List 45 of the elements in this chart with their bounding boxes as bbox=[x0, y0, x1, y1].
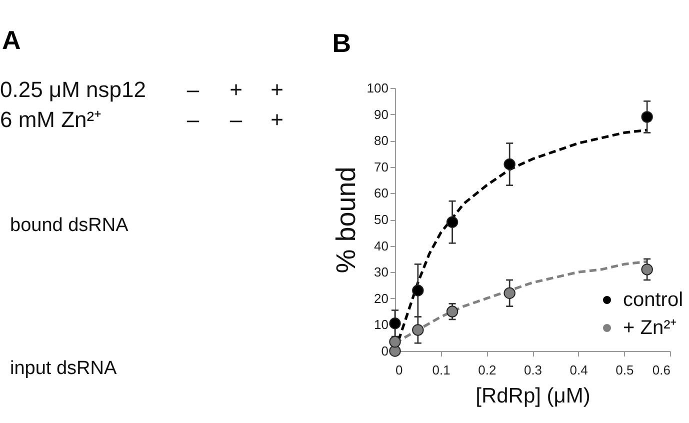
point bbox=[412, 324, 424, 336]
text: – bbox=[230, 107, 243, 132]
y-tick-label: 60 bbox=[374, 186, 388, 201]
x-tick-label: 0.1 bbox=[432, 362, 450, 378]
y-tick-label: 30 bbox=[374, 264, 388, 280]
text: input dsRNA bbox=[10, 358, 117, 379]
point bbox=[504, 158, 516, 170]
legend-label: + Zn²⁺ bbox=[623, 317, 678, 339]
chart-title: B bbox=[332, 28, 352, 58]
text: + bbox=[230, 77, 242, 102]
text: bound dsRNA bbox=[10, 215, 129, 236]
point bbox=[641, 264, 653, 276]
y-tick-label: 20 bbox=[374, 290, 388, 306]
text: 6 mM Zn²⁺ bbox=[0, 107, 102, 132]
point bbox=[389, 336, 401, 348]
point bbox=[641, 111, 653, 123]
text: A bbox=[2, 25, 21, 55]
x-tick-label: 0.2 bbox=[478, 362, 496, 378]
y-tick-label: 80 bbox=[374, 133, 388, 148]
point bbox=[504, 287, 516, 299]
y-tick-label: 0 bbox=[381, 344, 388, 358]
text: – bbox=[186, 107, 200, 132]
point bbox=[446, 306, 458, 318]
text: + bbox=[270, 77, 284, 102]
legend-label: control bbox=[623, 289, 684, 311]
point bbox=[389, 318, 401, 330]
y-tick-label: 50 bbox=[374, 212, 388, 227]
y-tick-label: 10 bbox=[374, 317, 388, 332]
point bbox=[389, 345, 401, 357]
y-tick-label: 100 bbox=[366, 80, 388, 96]
text: – bbox=[186, 77, 200, 102]
x-tick-label: 0.6 bbox=[652, 362, 670, 378]
x-tick-label: 0.5 bbox=[616, 362, 634, 378]
text: 0.25 μM nsp12 bbox=[0, 77, 146, 102]
point bbox=[412, 284, 424, 296]
y-tick-label: 90 bbox=[374, 106, 388, 122]
y-tick-label: 40 bbox=[374, 238, 388, 254]
point bbox=[446, 216, 458, 228]
y-tick-label: 70 bbox=[374, 159, 388, 174]
x-axis-title: [RdRp] (μM) bbox=[476, 384, 590, 408]
x-tick-label: 0 bbox=[396, 362, 403, 378]
y-axis-title: % bound bbox=[330, 166, 361, 274]
text: + bbox=[270, 107, 284, 132]
x-tick-label: 0.4 bbox=[570, 362, 588, 378]
x-tick-label: 0.3 bbox=[524, 362, 542, 378]
